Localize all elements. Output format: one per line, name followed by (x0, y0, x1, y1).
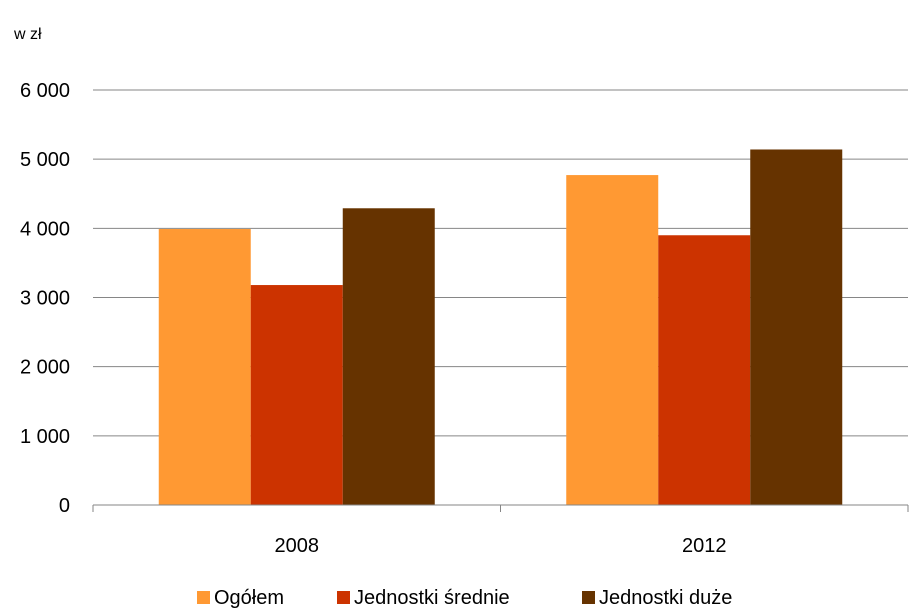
y-tick-label: 5 000 (20, 149, 70, 171)
bar (158, 229, 251, 505)
bar (342, 208, 435, 505)
bars (158, 149, 843, 505)
unit-label: w zł (13, 26, 42, 43)
bar (250, 285, 343, 505)
legend: Ogółem Jednostki średnie Jednostki duże (197, 587, 732, 609)
y-tick-label: 0 (59, 495, 70, 517)
y-tick-label: 3 000 (20, 288, 70, 310)
legend-label: Ogółem (214, 587, 284, 609)
bar (750, 149, 843, 505)
x-axis (92, 504, 909, 512)
legend-swatch (337, 591, 350, 604)
y-axis-ticks: 0 1 000 2 000 3 000 4 000 5 000 6 000 (20, 80, 70, 517)
y-tick-label: 4 000 (20, 218, 70, 240)
legend-swatch (197, 591, 210, 604)
bar (658, 235, 751, 505)
legend-label: Jednostki średnie (354, 587, 510, 609)
x-tick-label: 2012 (682, 535, 727, 557)
y-tick-label: 1 000 (20, 426, 70, 448)
y-tick-label: 6 000 (20, 80, 70, 102)
bar (566, 175, 659, 505)
legend-swatch (582, 591, 595, 604)
y-tick-label: 2 000 (20, 357, 70, 379)
legend-label: Jednostki duże (599, 587, 732, 609)
x-tick-label: 2008 (275, 535, 320, 557)
x-axis-ticks: 2008 2012 (275, 535, 727, 557)
